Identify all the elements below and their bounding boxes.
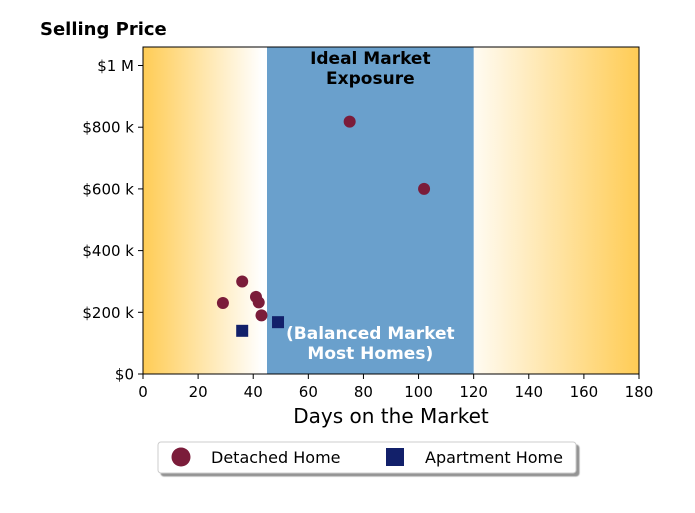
chart-title: Selling Price bbox=[40, 19, 167, 40]
x-tick-label: 160 bbox=[570, 383, 599, 401]
x-axis-label: Days on the Market bbox=[293, 404, 489, 428]
detached-home-point bbox=[252, 296, 265, 309]
detached-home-point bbox=[255, 309, 268, 322]
y-tick-label: $800 k bbox=[82, 119, 134, 137]
data-markers bbox=[216, 115, 431, 337]
legend-marker bbox=[386, 448, 404, 466]
y-tick-label: $600 k bbox=[82, 180, 134, 198]
y-tick-label: $0 bbox=[115, 366, 134, 384]
legend-label: Apartment Home bbox=[425, 448, 563, 467]
y-tick-label: $400 k bbox=[82, 242, 134, 260]
legend-marker bbox=[171, 447, 191, 467]
y-tick-label: $1 M bbox=[97, 57, 134, 75]
legend-label: Detached Home bbox=[211, 448, 341, 467]
detached-home-point bbox=[343, 115, 356, 128]
region-top-label-line: Ideal Market bbox=[310, 49, 431, 69]
apartment-home-point bbox=[236, 324, 249, 337]
x-tick-label: 140 bbox=[514, 383, 543, 401]
x-tick-label: 0 bbox=[138, 383, 148, 401]
x-tick-label: 180 bbox=[625, 383, 654, 401]
y-tick-label: $200 k bbox=[82, 304, 134, 322]
detached-home-point bbox=[216, 297, 229, 310]
x-tick-label: 120 bbox=[459, 383, 488, 401]
region-top-label-line: Exposure bbox=[326, 69, 415, 89]
x-tick-label: 80 bbox=[354, 383, 373, 401]
x-tick-label: 60 bbox=[299, 383, 318, 401]
ideal-market-region bbox=[267, 47, 474, 374]
x-tick-label: 100 bbox=[404, 383, 433, 401]
x-tick-label: 20 bbox=[189, 383, 208, 401]
detached-home-point bbox=[418, 182, 431, 195]
apartment-home-point bbox=[272, 316, 285, 329]
y-axis: $0 $200 k $400 k $600 k $800 k $1 M bbox=[82, 57, 143, 384]
x-tick-label: 40 bbox=[244, 383, 263, 401]
plot-frame bbox=[142, 46, 640, 375]
x-axis: 0 20 40 60 80 100 120 140 160 180 bbox=[138, 374, 653, 401]
region-bottom-label-line: (Balanced Market bbox=[286, 324, 455, 344]
legend-box bbox=[157, 441, 577, 474]
legend: Detached Home Apartment Home bbox=[157, 441, 577, 474]
detached-home-point bbox=[236, 275, 249, 288]
region-bottom-label-line: Most Homes) bbox=[307, 344, 433, 364]
